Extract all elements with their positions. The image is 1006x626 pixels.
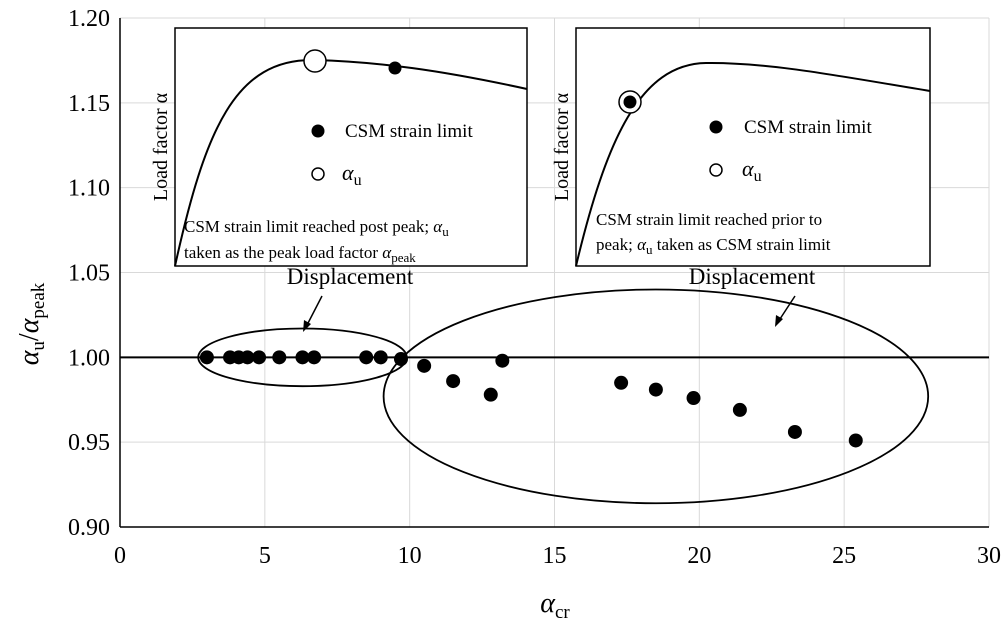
x-tick-label: 0 (114, 543, 126, 569)
legend-filled-marker (311, 124, 325, 138)
callout-arrow (777, 295, 796, 323)
inset-xlabel: Displacement (689, 264, 816, 289)
inset-ylabel: Load factor α (551, 92, 573, 201)
data-point (252, 350, 267, 365)
legend-filled-label: CSM strain limit (744, 117, 872, 138)
x-axis-title: αcr (540, 588, 570, 623)
data-point (240, 350, 255, 365)
x-tick-label: 30 (977, 543, 1001, 569)
data-point (359, 350, 374, 365)
data-point (272, 350, 287, 365)
x-tick-label: 5 (259, 543, 271, 569)
legend-filled-label: CSM strain limit (345, 121, 473, 142)
y-tick-label: 1.05 (68, 261, 110, 287)
data-point (614, 375, 629, 390)
inset-xlabel: Displacement (287, 264, 414, 289)
data-point (686, 391, 701, 406)
legend-filled-marker (709, 120, 723, 134)
data-point (373, 350, 388, 365)
y-tick-label: 1.10 (68, 176, 110, 202)
y-tick-label: 0.90 (68, 515, 110, 541)
y-tick-label: 1.15 (68, 91, 110, 117)
legend-open-marker (709, 163, 723, 177)
x-tick-label: 15 (543, 543, 567, 569)
data-point (648, 382, 663, 397)
csm-strain-limit-marker (623, 95, 637, 109)
group-ellipse-2 (382, 288, 930, 505)
inset-caption-line2: taken as the peak load factor αpeak (184, 243, 416, 265)
inset-caption-line2: peak; αu taken as CSM strain limit (596, 235, 831, 257)
y-tick-label: 1.20 (68, 6, 110, 32)
x-tick-label: 25 (832, 543, 856, 569)
data-point (483, 387, 498, 402)
data-point (295, 350, 310, 365)
data-point (199, 350, 214, 365)
data-point (446, 374, 461, 389)
data-point (848, 433, 863, 448)
inset-frame (575, 27, 931, 267)
data-point (495, 353, 510, 368)
inset-caption-line1: CSM strain limit reached post peak; αu (184, 217, 449, 239)
x-tick-label: 10 (398, 543, 422, 569)
inset-post-peak: Load factor α CSM strain limit αu CSM st… (150, 27, 528, 332)
inset-prior-peak: Load factor α CSM strain limit αu CSM st… (551, 27, 931, 327)
data-points (199, 350, 863, 448)
y-axis-title: αu/αpeak (14, 282, 49, 365)
data-point (787, 424, 802, 439)
data-point (393, 352, 408, 367)
legend-open-label: αu (742, 156, 762, 185)
y-tick-label: 1.00 (68, 345, 110, 371)
tick-labels: 0 5 10 15 20 25 30 0.90 0.95 1.00 1.05 1.10 1.15 1.20 (68, 6, 1001, 569)
csm-strain-limit-marker (388, 61, 402, 75)
x-tick-label: 20 (687, 543, 711, 569)
y-tick-label: 0.95 (68, 430, 110, 456)
callout-arrowhead (303, 320, 311, 332)
legend-open-marker (311, 167, 325, 181)
callout-arrow (305, 295, 323, 328)
legend-open-label: αu (342, 160, 362, 189)
alpha-u-marker (303, 49, 327, 73)
inset-frame (174, 27, 528, 267)
data-point (307, 350, 322, 365)
callout-arrowhead (775, 315, 783, 327)
data-point (417, 358, 432, 373)
inset-ylabel: Load factor α (150, 92, 172, 201)
inset-caption-line1: CSM strain limit reached prior to (596, 210, 822, 229)
load-displacement-curve (575, 61, 931, 267)
data-point (732, 402, 747, 417)
plot-frame (119, 18, 989, 528)
